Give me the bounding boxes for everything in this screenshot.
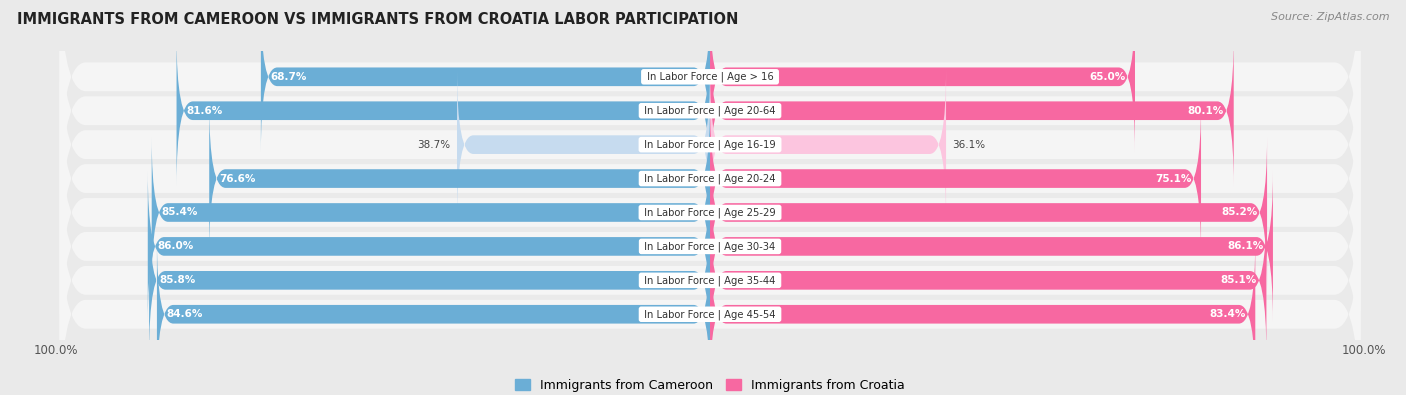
Text: 68.7%: 68.7% xyxy=(271,72,307,82)
Text: 38.7%: 38.7% xyxy=(418,140,450,150)
Text: 86.0%: 86.0% xyxy=(157,241,194,251)
FancyBboxPatch shape xyxy=(710,205,1267,356)
Text: 83.4%: 83.4% xyxy=(1209,309,1246,319)
Legend: Immigrants from Cameroon, Immigrants from Croatia: Immigrants from Cameroon, Immigrants fro… xyxy=(510,374,910,395)
FancyBboxPatch shape xyxy=(710,103,1201,254)
Text: 85.4%: 85.4% xyxy=(162,207,198,218)
Text: In Labor Force | Age > 16: In Labor Force | Age > 16 xyxy=(644,71,776,82)
Text: In Labor Force | Age 20-24: In Labor Force | Age 20-24 xyxy=(641,173,779,184)
Text: In Labor Force | Age 45-54: In Labor Force | Age 45-54 xyxy=(641,309,779,320)
Text: 84.6%: 84.6% xyxy=(167,309,202,319)
FancyBboxPatch shape xyxy=(262,1,710,152)
FancyBboxPatch shape xyxy=(152,137,710,288)
FancyBboxPatch shape xyxy=(710,35,1233,186)
Text: In Labor Force | Age 25-29: In Labor Force | Age 25-29 xyxy=(641,207,779,218)
Text: 81.6%: 81.6% xyxy=(187,106,222,116)
Text: 80.1%: 80.1% xyxy=(1188,106,1223,116)
Text: 75.1%: 75.1% xyxy=(1154,173,1191,184)
FancyBboxPatch shape xyxy=(209,103,710,254)
FancyBboxPatch shape xyxy=(59,193,1361,395)
Text: 65.0%: 65.0% xyxy=(1088,72,1125,82)
FancyBboxPatch shape xyxy=(149,205,710,356)
FancyBboxPatch shape xyxy=(710,239,1256,390)
FancyBboxPatch shape xyxy=(710,137,1267,288)
FancyBboxPatch shape xyxy=(59,0,1361,198)
FancyBboxPatch shape xyxy=(710,171,1272,322)
Text: 76.6%: 76.6% xyxy=(219,173,256,184)
Text: IMMIGRANTS FROM CAMEROON VS IMMIGRANTS FROM CROATIA LABOR PARTICIPATION: IMMIGRANTS FROM CAMEROON VS IMMIGRANTS F… xyxy=(17,12,738,27)
FancyBboxPatch shape xyxy=(148,171,710,322)
Text: Source: ZipAtlas.com: Source: ZipAtlas.com xyxy=(1271,12,1389,22)
FancyBboxPatch shape xyxy=(177,35,710,186)
Text: In Labor Force | Age 20-64: In Labor Force | Age 20-64 xyxy=(641,105,779,116)
FancyBboxPatch shape xyxy=(59,23,1361,266)
Text: 86.1%: 86.1% xyxy=(1227,241,1263,251)
FancyBboxPatch shape xyxy=(59,125,1361,368)
FancyBboxPatch shape xyxy=(457,69,710,220)
FancyBboxPatch shape xyxy=(59,91,1361,334)
FancyBboxPatch shape xyxy=(710,69,946,220)
Text: In Labor Force | Age 30-34: In Labor Force | Age 30-34 xyxy=(641,241,779,252)
Text: 85.1%: 85.1% xyxy=(1220,275,1257,285)
FancyBboxPatch shape xyxy=(710,1,1135,152)
Text: 85.8%: 85.8% xyxy=(159,275,195,285)
Text: 85.2%: 85.2% xyxy=(1220,207,1257,218)
Text: In Labor Force | Age 16-19: In Labor Force | Age 16-19 xyxy=(641,139,779,150)
FancyBboxPatch shape xyxy=(59,57,1361,300)
Text: 36.1%: 36.1% xyxy=(953,140,986,150)
FancyBboxPatch shape xyxy=(59,159,1361,395)
Text: In Labor Force | Age 35-44: In Labor Force | Age 35-44 xyxy=(641,275,779,286)
FancyBboxPatch shape xyxy=(59,0,1361,232)
FancyBboxPatch shape xyxy=(157,239,710,390)
